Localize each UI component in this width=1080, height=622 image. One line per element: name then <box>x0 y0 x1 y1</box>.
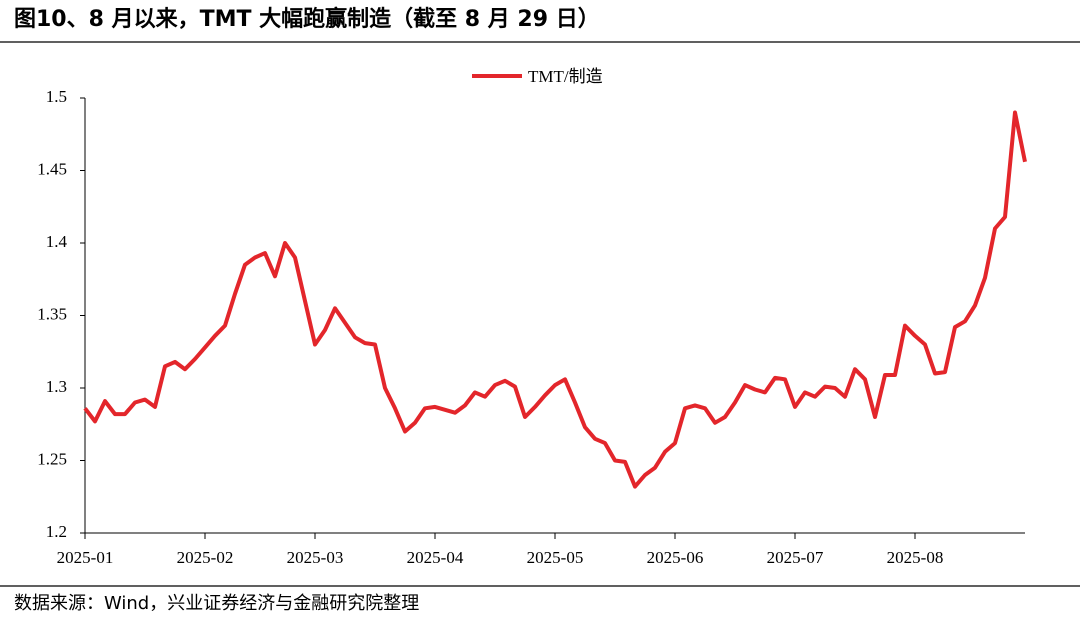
x-tick-label: 2025-05 <box>527 548 584 567</box>
chart-title: 图10、8 月以来，TMT 大幅跑赢制造（截至 8 月 29 日） <box>14 6 600 32</box>
x-tick-label: 2025-03 <box>287 548 344 567</box>
legend-label: TMT/制造 <box>528 67 603 86</box>
y-tick-label: 1.5 <box>46 87 67 106</box>
y-tick-label: 1.2 <box>46 522 67 541</box>
x-tick-label: 2025-07 <box>767 548 824 567</box>
y-tick-label: 1.4 <box>46 232 68 251</box>
source-note: 数据来源：Wind，兴业证券经济与金融研究院整理 <box>14 593 419 614</box>
x-tick-label: 2025-01 <box>57 548 114 567</box>
y-tick-label: 1.35 <box>37 304 67 323</box>
y-tick-label: 1.3 <box>46 377 67 396</box>
x-tick-label: 2025-06 <box>647 548 704 567</box>
y-tick-label: 1.25 <box>37 449 67 468</box>
y-tick-label: 1.45 <box>37 159 67 178</box>
x-tick-label: 2025-08 <box>887 548 944 567</box>
x-tick-label: 2025-02 <box>177 548 234 567</box>
data-line <box>83 110 1027 489</box>
x-tick-label: 2025-04 <box>407 548 464 567</box>
